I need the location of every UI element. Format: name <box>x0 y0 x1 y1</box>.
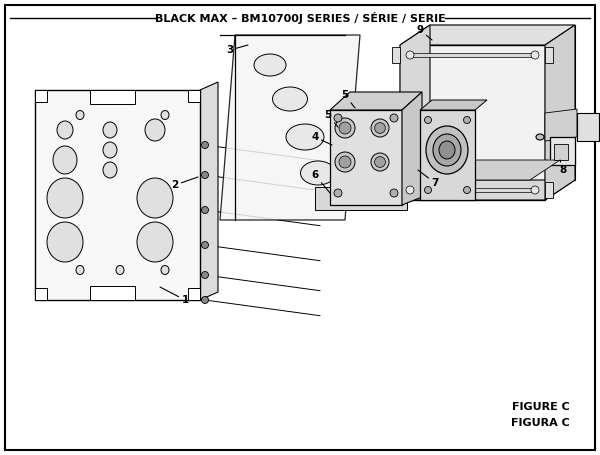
Polygon shape <box>90 90 135 104</box>
Polygon shape <box>430 25 575 180</box>
Ellipse shape <box>76 111 84 120</box>
Ellipse shape <box>425 116 431 123</box>
Ellipse shape <box>390 189 398 197</box>
Ellipse shape <box>339 156 351 168</box>
Text: 8: 8 <box>559 160 566 175</box>
Ellipse shape <box>57 121 73 139</box>
Polygon shape <box>35 288 47 300</box>
Ellipse shape <box>531 186 539 194</box>
Ellipse shape <box>374 157 385 167</box>
Ellipse shape <box>335 152 355 172</box>
Polygon shape <box>200 82 218 300</box>
Text: FIGURE C: FIGURE C <box>512 402 570 412</box>
Ellipse shape <box>426 126 468 174</box>
Polygon shape <box>188 288 200 300</box>
Text: 1: 1 <box>160 287 188 305</box>
Ellipse shape <box>339 122 351 134</box>
Ellipse shape <box>137 178 173 218</box>
Polygon shape <box>392 47 400 63</box>
Ellipse shape <box>254 54 286 76</box>
Polygon shape <box>412 53 533 57</box>
Text: BLACK MAX – BM10700J SERIES / SÉRIE / SERIE: BLACK MAX – BM10700J SERIES / SÉRIE / SE… <box>155 12 445 24</box>
Polygon shape <box>412 188 533 192</box>
Ellipse shape <box>53 146 77 174</box>
Ellipse shape <box>76 266 84 274</box>
Polygon shape <box>220 35 360 220</box>
Ellipse shape <box>145 119 165 141</box>
Ellipse shape <box>371 119 389 137</box>
Polygon shape <box>90 286 135 300</box>
Ellipse shape <box>301 161 335 185</box>
Polygon shape <box>400 25 575 45</box>
Text: 6: 6 <box>311 170 330 193</box>
Polygon shape <box>420 100 487 110</box>
Text: 4: 4 <box>311 132 332 145</box>
Ellipse shape <box>439 141 455 159</box>
Ellipse shape <box>272 87 308 111</box>
Text: 5: 5 <box>341 90 355 108</box>
Ellipse shape <box>334 114 342 122</box>
Polygon shape <box>330 110 402 205</box>
Polygon shape <box>400 180 575 200</box>
Polygon shape <box>400 45 545 200</box>
Ellipse shape <box>137 222 173 262</box>
Ellipse shape <box>286 124 324 150</box>
Text: 9: 9 <box>416 25 432 40</box>
Ellipse shape <box>202 142 209 148</box>
Ellipse shape <box>464 187 470 193</box>
Polygon shape <box>400 25 430 200</box>
Bar <box>577 113 599 141</box>
Text: FIGURA C: FIGURA C <box>511 418 570 428</box>
Ellipse shape <box>406 186 414 194</box>
Ellipse shape <box>103 142 117 158</box>
Ellipse shape <box>390 114 398 122</box>
Ellipse shape <box>335 118 355 138</box>
Ellipse shape <box>464 116 470 123</box>
Polygon shape <box>392 182 400 198</box>
Polygon shape <box>545 109 577 141</box>
Ellipse shape <box>202 242 209 248</box>
Polygon shape <box>545 182 553 198</box>
Ellipse shape <box>116 266 124 274</box>
Text: 2: 2 <box>172 177 198 190</box>
Ellipse shape <box>202 297 209 303</box>
Ellipse shape <box>103 162 117 178</box>
Ellipse shape <box>433 134 461 166</box>
Polygon shape <box>35 90 200 300</box>
Polygon shape <box>402 92 422 205</box>
Ellipse shape <box>161 111 169 120</box>
Polygon shape <box>415 160 560 180</box>
Polygon shape <box>315 187 407 210</box>
Ellipse shape <box>371 153 389 171</box>
Polygon shape <box>545 25 575 200</box>
Ellipse shape <box>103 122 117 138</box>
Text: 7: 7 <box>418 170 439 188</box>
Ellipse shape <box>536 134 544 140</box>
Ellipse shape <box>531 51 539 59</box>
Ellipse shape <box>202 207 209 213</box>
Text: 3: 3 <box>226 45 248 55</box>
Ellipse shape <box>47 222 83 262</box>
Ellipse shape <box>406 51 414 59</box>
Ellipse shape <box>202 272 209 278</box>
Polygon shape <box>330 92 422 110</box>
Ellipse shape <box>374 122 385 133</box>
Ellipse shape <box>202 172 209 178</box>
Bar <box>550 137 575 165</box>
Ellipse shape <box>161 266 169 274</box>
Polygon shape <box>420 110 475 200</box>
Polygon shape <box>35 90 47 102</box>
Polygon shape <box>545 47 553 63</box>
Ellipse shape <box>425 187 431 193</box>
Ellipse shape <box>334 189 342 197</box>
Ellipse shape <box>47 178 83 218</box>
Polygon shape <box>188 90 200 102</box>
Text: 5: 5 <box>325 110 338 127</box>
Bar <box>554 144 568 160</box>
